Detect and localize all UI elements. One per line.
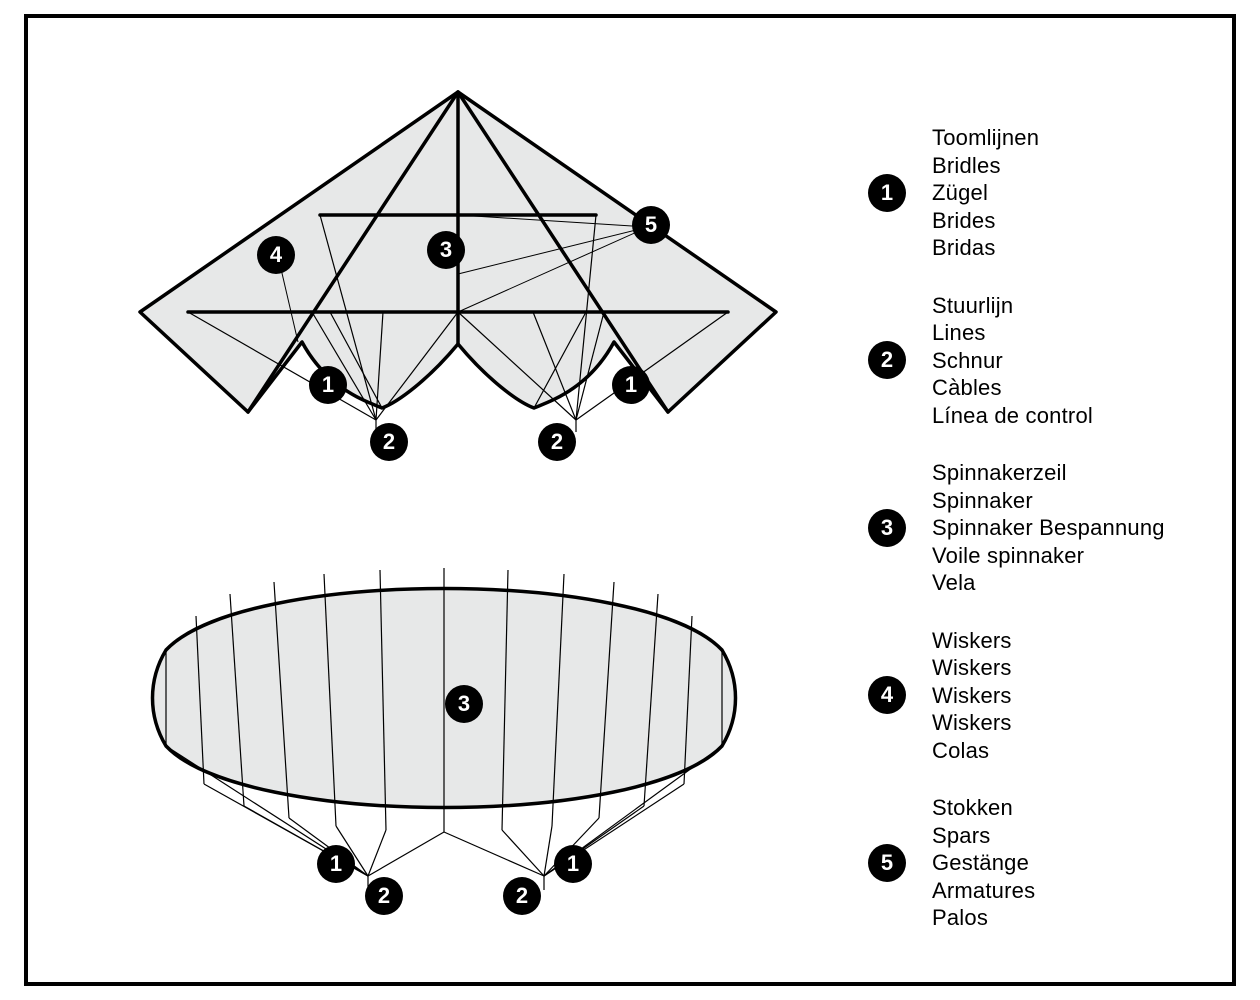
legend-label: Bridles [932,152,1039,180]
legend-label: Spinnakerzeil [932,459,1165,487]
legend-label: Lines [932,319,1093,347]
legend-labels: ToomlijnenBridlesZügelBridesBridas [932,124,1039,262]
legend-badge: 3 [868,509,906,547]
legend-labels: SpinnakerzeilSpinnakerSpinnaker Bespannu… [932,459,1165,597]
legend-item-5: 5 StokkenSparsGestängeArmaturesPalos [868,794,1228,932]
legend-label: Stuurlijn [932,292,1093,320]
legend-badge: 5 [868,844,906,882]
page: 345112231122 1ToomlijnenBridlesZügelBrid… [0,0,1260,1000]
legend-label: Toomlijnen [932,124,1039,152]
callout-badge-4: 4 [257,236,295,274]
legend-label: Wiskers [932,682,1012,710]
callout-badge-2: 2 [538,423,576,461]
legend-item-2: 2 StuurlijnLinesSchnurCàblesLínea de cont… [868,292,1228,430]
callout-badge-3: 3 [427,231,465,269]
legend-badge: 2 [868,341,906,379]
legend-label: Wiskers [932,709,1012,737]
legend-label: Càbles [932,374,1093,402]
diagram-frame: 345112231122 1ToomlijnenBridlesZügelBrid… [24,14,1236,986]
legend-badge: 4 [868,676,906,714]
callout-badge-1: 1 [612,366,650,404]
legend-labels: StokkenSparsGestängeArmaturesPalos [932,794,1035,932]
legend-label: Colas [932,737,1012,765]
legend-label: Wiskers [932,627,1012,655]
legend-item-4: 4WiskersWiskersWiskersWiskersColas [868,627,1228,765]
callout-badge-2: 2 [370,423,408,461]
legend-badge: 1 [868,174,906,212]
legend-item-1: 1 ToomlijnenBridlesZügelBridesBridas [868,124,1228,262]
callout-badge-2: 2 [503,877,541,915]
foil-kite-diagram [124,530,764,910]
legend-label: Armatures [932,877,1035,905]
legend-label: Schnur [932,347,1093,375]
callout-badge-1: 1 [309,366,347,404]
legend-label: Zügel [932,179,1039,207]
callout-badge-2: 2 [365,877,403,915]
callout-badge-1: 1 [317,845,355,883]
callout-badge-1: 1 [554,845,592,883]
legend-label: Palos [932,904,1035,932]
legend-label: Vela [932,569,1165,597]
legend-label: Spinnaker [932,487,1165,515]
callout-badge-5: 5 [632,206,670,244]
legend: 1 ToomlijnenBridlesZügelBridesBridas 2 Stuu… [868,124,1228,932]
legend-label: Voile spinnaker [932,542,1165,570]
legend-labels: WiskersWiskersWiskersWiskersColas [932,627,1012,765]
callout-badge-3: 3 [445,685,483,723]
legend-label: Wiskers [932,654,1012,682]
legend-label: Stokken [932,794,1035,822]
legend-label: Gestänge [932,849,1035,877]
legend-label: Spars [932,822,1035,850]
legend-item-3: 3 SpinnakerzeilSpinnakerSpinnaker Bespann… [868,459,1228,597]
legend-labels: StuurlijnLinesSchnurCàblesLínea de contr… [932,292,1093,430]
legend-label: Línea de control [932,402,1093,430]
legend-label: Brides [932,207,1039,235]
legend-label: Bridas [932,234,1039,262]
legend-label: Spinnaker Bespannung [932,514,1165,542]
